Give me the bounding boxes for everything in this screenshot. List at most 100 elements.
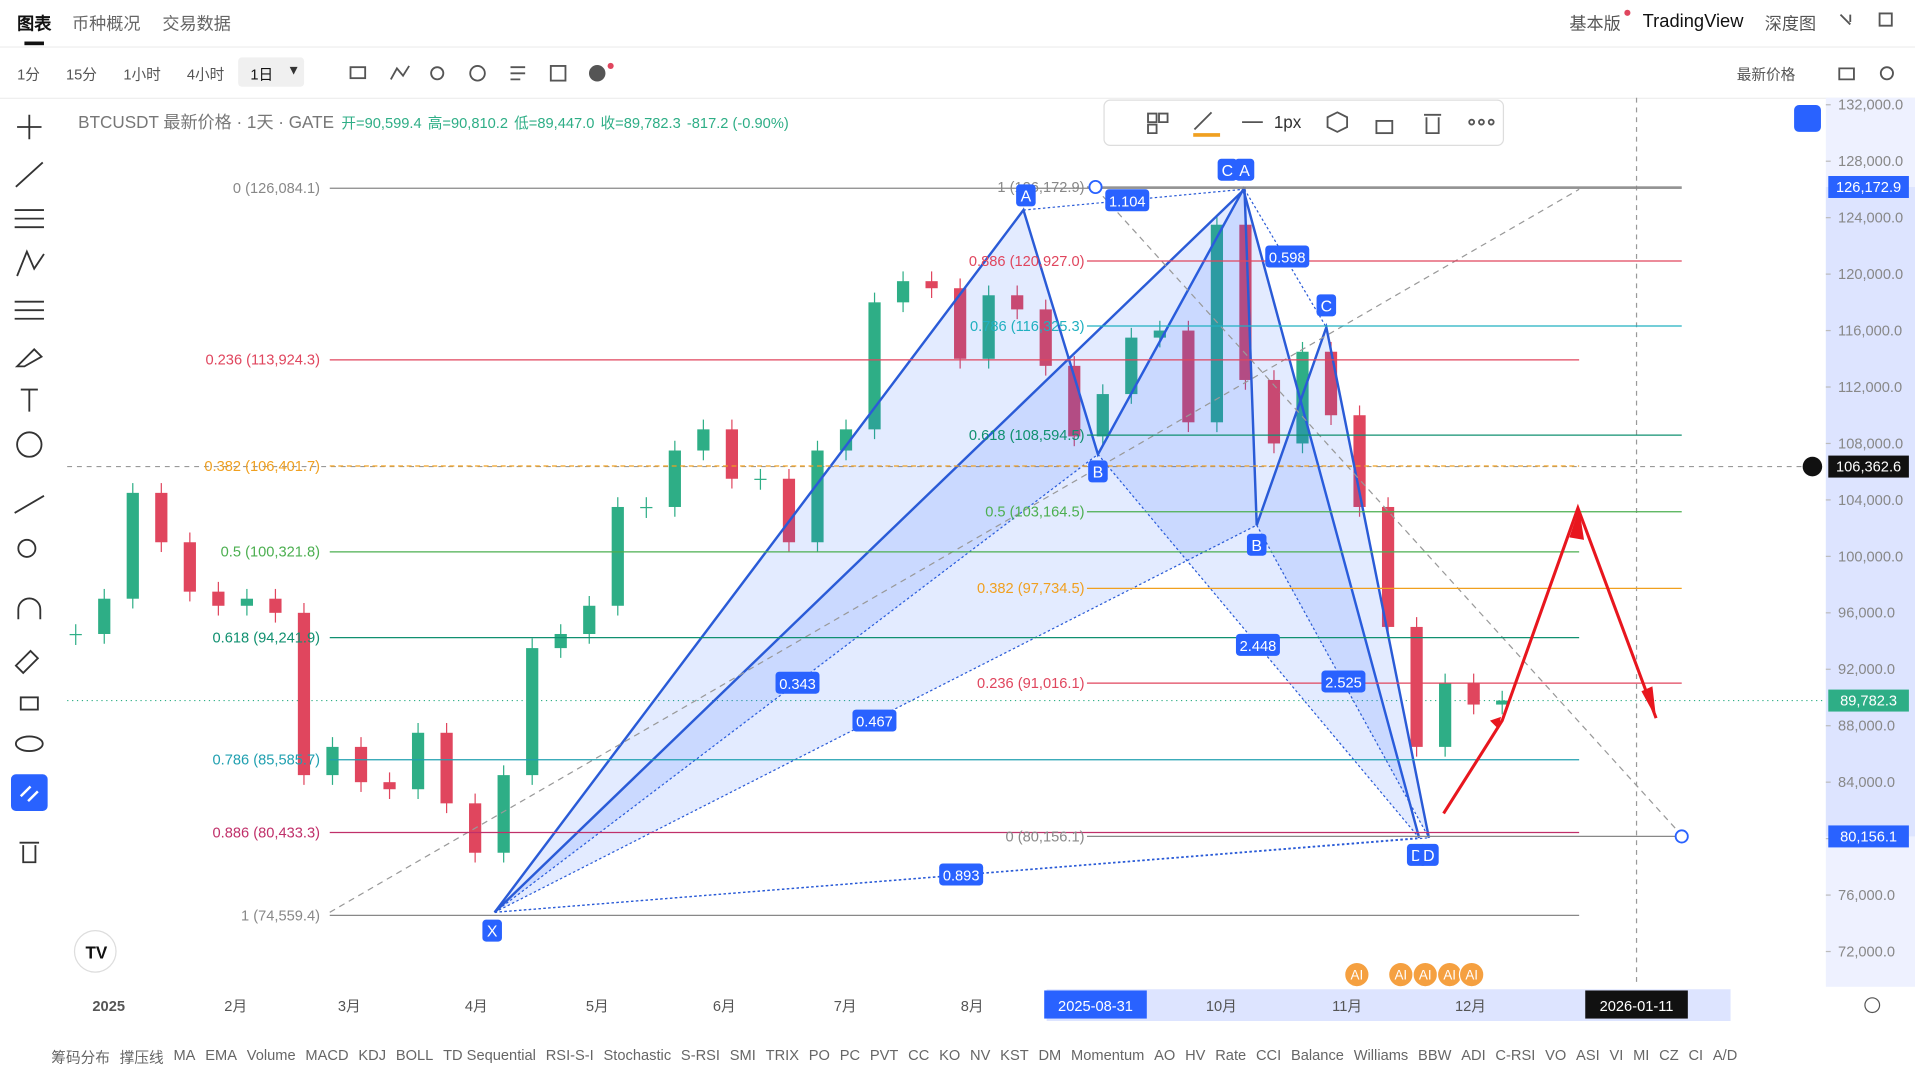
indicator[interactable]: PVT [869,1046,899,1064]
indicator[interactable]: TD Sequential [443,1046,536,1064]
indicator[interactable]: S-RSI [680,1046,721,1064]
indicator[interactable]: CCI [1255,1046,1282,1064]
candle [383,782,396,790]
x-tick-label: 2月 [224,999,247,1015]
candle [954,288,967,359]
indicator[interactable]: ADI [1461,1046,1486,1064]
indicator[interactable]: SMI [729,1046,756,1064]
indicator[interactable]: CC [908,1046,930,1064]
candle [982,295,995,359]
pattern-dotted [494,453,1099,913]
indicator[interactable]: Volume [246,1046,296,1064]
divider [0,46,1915,48]
indicator[interactable]: Rate [1215,1046,1247,1064]
stroke-width[interactable]: 1px [1274,113,1302,132]
x-tick-label: 12月 [1455,999,1486,1015]
indicator[interactable]: CI [1688,1046,1704,1064]
tradingview[interactable]: TradingView [1642,10,1744,32]
toolbar-icons[interactable] [349,12,1894,82]
indicator[interactable]: 撑压线 [119,1049,164,1067]
indicator[interactable]: PO [808,1046,830,1064]
indicator[interactable]: CZ [1659,1046,1679,1064]
interval[interactable]: 4小时 [186,65,225,84]
indicator[interactable]: MI [1633,1046,1650,1064]
candle [697,429,710,451]
indicator[interactable]: BOLL [395,1046,434,1064]
toggle[interactable] [1794,105,1821,132]
interval[interactable]: 15分 [65,65,97,84]
indicator[interactable]: DM [1038,1046,1062,1064]
price-badge [1828,455,1909,478]
ai-label: AI [1419,967,1432,982]
indicator[interactable]: KDJ [358,1046,387,1064]
indicator[interactable]: 筹码分布 [51,1049,110,1067]
settings[interactable] [1864,997,1881,1014]
dropdown-arrow[interactable]: ▼ [287,63,301,79]
indicator[interactable]: KO [939,1046,961,1064]
indicator[interactable]: HV [1185,1046,1206,1064]
candle [611,506,624,606]
fib-label: 0.236 (113,924.3) [205,353,320,369]
fib-label: 0.886 (120,927.0) [969,254,1085,270]
drawing-toolbar-icons[interactable] [1147,111,1495,135]
interval[interactable]: 1日 [250,65,274,84]
ratio-badge [1235,633,1280,656]
ratio-badge [1105,189,1150,212]
pattern-dotted [1256,524,1430,839]
ratio-badge [939,863,984,886]
point-label: C [1222,163,1233,180]
indicator[interactable]: AO [1154,1046,1176,1064]
active-tool[interactable] [10,774,48,811]
y-tick-label: 72,000.0 [1838,944,1895,960]
indicator[interactable]: ASI [1576,1046,1600,1064]
ai-badge [1458,961,1485,988]
indicator[interactable]: EMA [205,1046,237,1064]
candle [896,281,910,303]
indicator[interactable]: Momentum [1071,1046,1145,1064]
indicator[interactable]: VI [1609,1046,1624,1064]
indicator[interactable]: Stochastic [603,1046,672,1064]
candle [1496,700,1509,705]
ratio-label: 0.893 [943,869,980,885]
fib-label: 0.618 (94,241.9) [213,631,320,647]
indicator[interactable]: MACD [305,1046,349,1064]
candle [1467,683,1480,705]
left-tools[interactable] [14,114,45,864]
price-type[interactable]: 最新价格 [1736,65,1796,84]
fib-label: 1 (126,172.9) [997,180,1084,196]
x-tick-label: 11月 [1332,999,1362,1015]
indicator[interactable]: PC [839,1046,861,1064]
x-tick-label: 10月 [1206,999,1237,1015]
point-badge [1217,158,1238,181]
tab[interactable]: 币种概况 [72,13,141,33]
point-label: D [1423,848,1434,865]
indicator[interactable]: TRIX [765,1046,800,1064]
indicator[interactable]: BBW [1418,1046,1452,1064]
symbol-header: BTCUSDT 最新价格 · 1天 · GATE 开=90,599.4 高=90,8… [78,110,789,134]
tab[interactable]: 交易数据 [162,13,231,33]
candle [1410,626,1423,747]
indicator[interactable]: Williams [1353,1046,1409,1064]
tab[interactable]: 图表 [17,13,52,33]
candle [554,633,567,649]
point-label: C [1321,298,1332,315]
basic-version[interactable]: 基本版 [1569,13,1621,33]
candle [839,429,853,451]
indicator[interactable]: C-RSI [1495,1046,1536,1064]
dot [1624,9,1631,16]
x-tick-label: 5月 [586,999,609,1015]
interval[interactable]: 1小时 [123,65,161,84]
indicator[interactable]: MA [173,1046,196,1064]
indicator[interactable]: A/D [1712,1046,1737,1064]
depth-chart[interactable]: 深度图 [1764,13,1817,33]
indicator[interactable]: Balance [1290,1046,1344,1064]
ratio-badge [1321,670,1366,693]
interval[interactable]: 1分 [17,65,40,84]
logo [73,930,117,973]
indicator[interactable]: RSI-S-I [545,1046,594,1064]
trend-line [329,188,1580,913]
indicator[interactable]: VO [1545,1046,1567,1064]
indicator[interactable]: KST [1000,1046,1029,1064]
indicator[interactable]: NV [970,1046,991,1064]
